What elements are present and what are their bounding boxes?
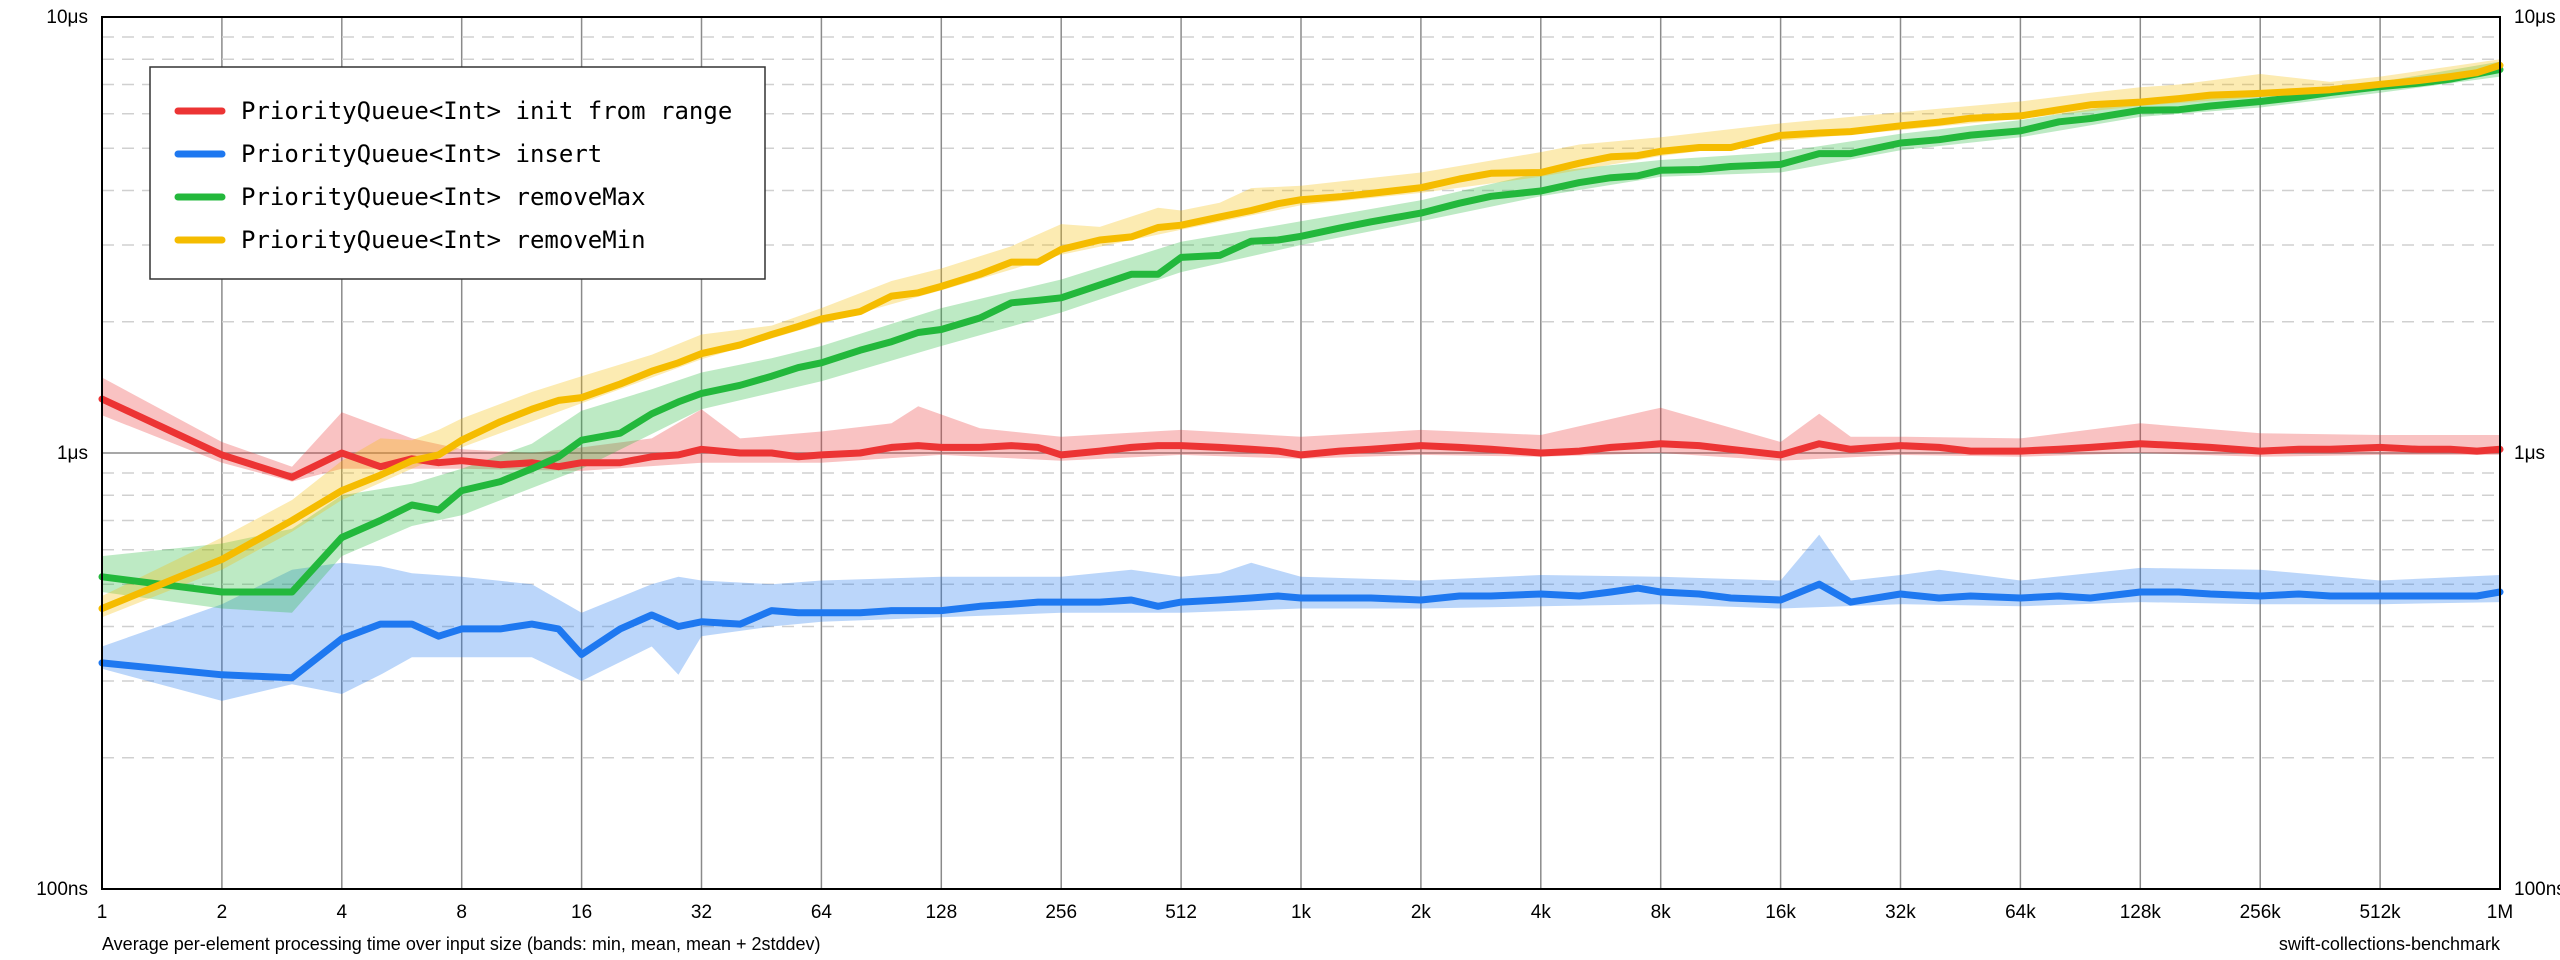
- x-tick-label: 64: [811, 902, 833, 923]
- legend-box: [149, 66, 766, 280]
- x-tick-label: 512: [1165, 902, 1197, 923]
- x-tick-label: 2: [217, 902, 228, 923]
- legend-label: PriorityQueue<Int> insert: [241, 140, 602, 168]
- plot-frame: [101, 16, 2501, 890]
- line-priorityqueue-int-insert: [98, 580, 2504, 682]
- x-tick-label: 512k: [2359, 902, 2401, 923]
- x-tick-label: 32: [691, 902, 712, 923]
- series-bands: [102, 59, 2500, 701]
- legend-label: PriorityQueue<Int> removeMax: [241, 183, 646, 211]
- x-tick-label: 16: [571, 902, 592, 923]
- x-tick-label: 4: [337, 902, 348, 923]
- y-tick-label-right: 100ns: [2514, 879, 2560, 900]
- credit-text: swift-collections-benchmark: [2279, 934, 2501, 954]
- y-tick-label-left: 100ns: [36, 879, 88, 900]
- y-tick-label-left: 10μs: [46, 7, 88, 28]
- x-tick-label: 128k: [2120, 902, 2162, 923]
- y-tick-label-left: 1μs: [57, 443, 88, 464]
- y-tick-label-right: 10μs: [2514, 7, 2556, 28]
- line-priorityqueue-int-removemax: [98, 66, 2504, 596]
- x-tick-label: 8k: [1651, 902, 1672, 923]
- band-priorityqueue-int-init-from-range: [102, 377, 2500, 482]
- legend: PriorityQueue<Int> init from range Priori…: [149, 66, 766, 280]
- line-priorityqueue-int-init-from-range: [98, 395, 2504, 481]
- series-lines: [98, 61, 2504, 682]
- x-tick-label: 1M: [2487, 902, 2513, 923]
- legend-label: PriorityQueue<Int> init from range: [241, 97, 732, 125]
- x-tick-label: 1: [97, 902, 108, 923]
- x-tick-label: 128: [925, 902, 957, 923]
- x-tick-label: 32k: [1885, 902, 1916, 923]
- band-priorityqueue-int-insert: [102, 534, 2500, 701]
- x-tick-label: 8: [456, 902, 467, 923]
- x-tick-label: 2k: [1411, 902, 1432, 923]
- legend-label: PriorityQueue<Int> removeMin: [241, 226, 646, 254]
- x-tick-label: 1k: [1291, 902, 1312, 923]
- line-priorityqueue-int-removemin: [98, 61, 2504, 612]
- chart-caption: Average per-element processing time over…: [102, 934, 821, 954]
- x-tick-label: 256: [1045, 902, 1077, 923]
- x-tick-labels: 1 2 4 8 16 32 64 128 256 512 1k 2k 4k 8k 16k 32k 64k 128k…: [97, 902, 2513, 923]
- x-tick-label: 256k: [2240, 902, 2282, 923]
- y-tick-labels: 100ns 100ns 1μs 1μs 10μs 10μs: [36, 7, 2560, 900]
- x-tick-label: 64k: [2005, 902, 2036, 923]
- y-tick-label-right: 1μs: [2514, 443, 2545, 464]
- x-tick-label: 4k: [1531, 902, 1552, 923]
- x-tick-label: 16k: [1765, 902, 1796, 923]
